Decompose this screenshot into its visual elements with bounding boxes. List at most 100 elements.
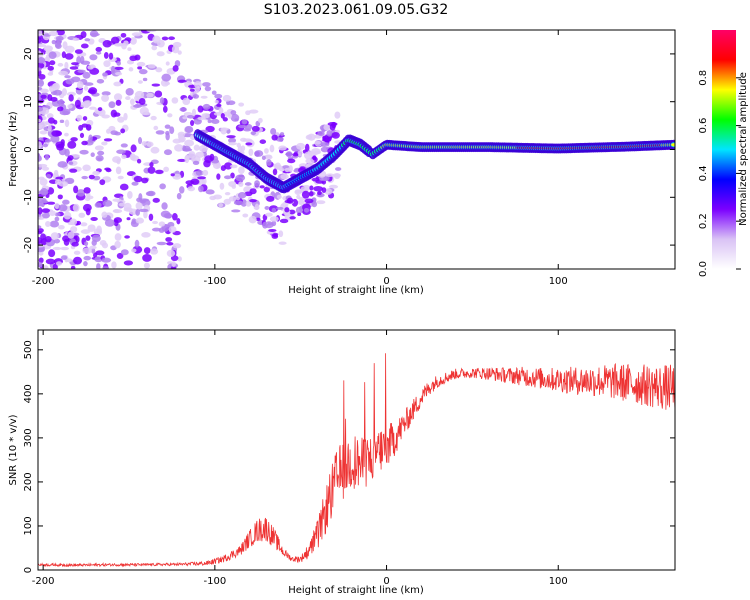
heatmap-cell: [127, 190, 133, 199]
heatmap-cell: [54, 202, 60, 210]
heatmap-cell: [195, 170, 204, 176]
heatmap-cell: [209, 153, 215, 161]
heatmap-cell: [151, 83, 161, 87]
heatmap-cell: [73, 185, 79, 194]
colorbar-tick-label: 0.4: [698, 165, 709, 181]
heatmap-cell: [94, 145, 104, 151]
heatmap-cell: [79, 132, 85, 139]
heatmap-cell: [142, 253, 152, 262]
heatmap-cell: [44, 154, 49, 161]
heatmap-cell: [96, 263, 101, 269]
heatmap-cell: [307, 133, 316, 141]
heatmap-cell: [141, 141, 147, 146]
heatmap-cell: [64, 53, 74, 60]
heatmap-cell: [171, 45, 180, 54]
heatmap-cell: [245, 110, 251, 116]
heatmap-plot-area: [38, 30, 675, 269]
heatmap-cell: [189, 88, 195, 92]
snr-y-tick-label: 300: [23, 428, 34, 447]
heatmap-cell: [82, 203, 92, 212]
heatmap-cell: [317, 190, 322, 196]
heatmap-cell: [128, 67, 134, 72]
heatmap-cell: [245, 142, 253, 146]
heatmap-cell: [170, 266, 177, 269]
heatmap-cell: [40, 94, 47, 99]
heatmap-cell: [57, 62, 64, 67]
heatmap-cell: [95, 250, 105, 256]
heatmap-cell: [41, 166, 50, 171]
heatmap-cell: [38, 197, 47, 204]
snr-y-tick-label: 500: [23, 340, 34, 359]
heatmap-cell: [242, 213, 249, 218]
heatmap-cell: [238, 102, 245, 107]
heatmap-cell: [54, 169, 59, 176]
heatmap-cell: [287, 158, 296, 164]
heatmap-cell: [205, 125, 215, 133]
heatmap-cell: [172, 213, 178, 221]
heatmap-cell: [148, 213, 154, 221]
heatmap-cell: [331, 131, 340, 139]
heatmap-cell: [53, 238, 61, 244]
heatmap-cell: [177, 256, 182, 262]
snr-x-tick-label: -100: [203, 576, 226, 587]
heatmap-cell: [135, 208, 140, 216]
heatmap-cell: [197, 105, 204, 113]
heatmap-cell: [90, 216, 98, 221]
heatmap-cell: [142, 77, 148, 82]
heatmap-cell: [83, 85, 89, 91]
heatmap-cell: [58, 70, 69, 76]
heatmap-cell: [55, 261, 62, 266]
heatmap-cell: [271, 220, 277, 227]
heatmap-cell: [671, 143, 675, 147]
heatmap-x-tick-label: 0: [383, 276, 389, 287]
heatmap-cell: [84, 100, 92, 107]
heatmap-y-tick-label: -20: [23, 237, 34, 253]
heatmap-cell: [114, 240, 121, 249]
heatmap-cell: [123, 112, 128, 121]
heatmap-cell: [43, 143, 48, 148]
heatmap-cell: [268, 228, 277, 232]
heatmap-cell: [152, 220, 159, 225]
heatmap-cell: [101, 141, 108, 146]
heatmap-cell: [38, 79, 45, 87]
heatmap-cell: [84, 38, 91, 42]
heatmap-cell: [177, 131, 186, 137]
heatmap-cell: [72, 203, 80, 212]
snr-plot-area: [38, 353, 675, 568]
heatmap-cell: [47, 72, 54, 76]
heatmap-cell: [317, 130, 325, 137]
heatmap-cell: [172, 65, 179, 72]
heatmap-cell: [55, 176, 64, 180]
heatmap-cell: [125, 88, 134, 96]
heatmap-cell: [46, 173, 52, 179]
heatmap-cell: [204, 86, 212, 92]
heatmap-cell: [38, 261, 43, 268]
colorbar-ticks: 0.0 0.2 0.4 0.6 0.8: [698, 70, 741, 277]
heatmap-cell: [263, 186, 271, 193]
heatmap-cell: [133, 104, 143, 108]
heatmap-cell: [296, 142, 306, 150]
heatmap-cell: [193, 144, 200, 151]
heatmap-cell: [161, 73, 172, 82]
heatmap-cell: [177, 158, 187, 162]
colorbar-tick-label: 0.0: [698, 261, 709, 277]
heatmap-cell: [101, 257, 112, 263]
heatmap-cell: [163, 166, 170, 172]
snr-x-tick-label: -200: [32, 576, 55, 587]
heatmap-cell: [138, 208, 149, 213]
heatmap-cell: [198, 185, 204, 193]
heatmap-cell: [279, 132, 285, 136]
heatmap-cell: [150, 248, 159, 255]
heatmap-cell: [240, 145, 246, 152]
heatmap-cell: [46, 113, 54, 119]
heatmap-cell: [226, 135, 236, 139]
colorbar-scale: [712, 30, 736, 269]
heatmap-cell: [136, 61, 146, 67]
heatmap-cell: [138, 137, 143, 145]
heatmap-cell: [120, 128, 126, 134]
heatmap-cell: [254, 150, 264, 157]
heatmap-cell: [117, 175, 124, 180]
heatmap-cell: [57, 161, 68, 168]
heatmap-cell: [113, 209, 120, 213]
